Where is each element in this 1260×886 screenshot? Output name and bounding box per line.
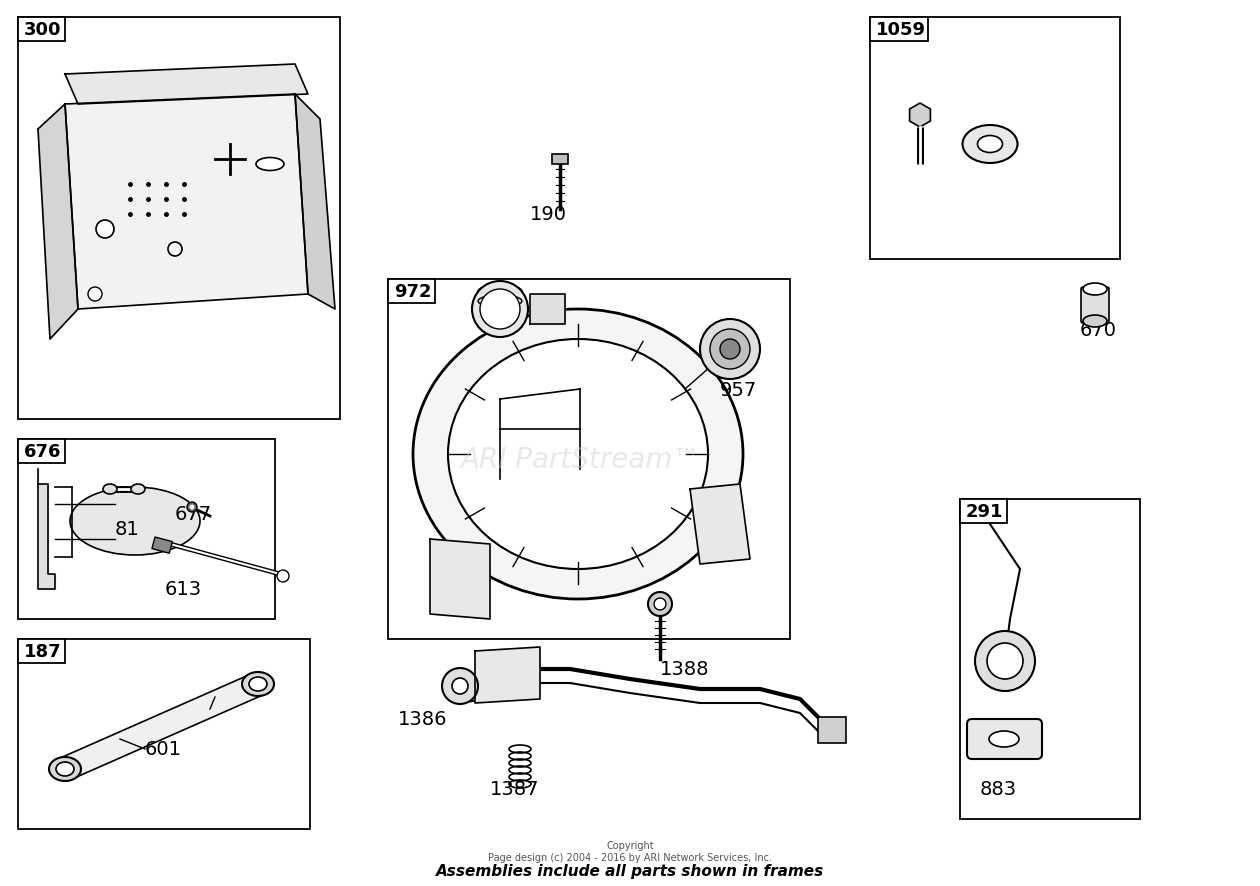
Text: 676: 676	[24, 442, 62, 461]
Polygon shape	[690, 485, 750, 564]
Circle shape	[719, 339, 740, 360]
Polygon shape	[66, 65, 307, 105]
Ellipse shape	[49, 758, 81, 781]
Bar	[552, 155, 568, 165]
Circle shape	[442, 668, 478, 704]
Circle shape	[472, 282, 528, 338]
Bar	[818, 717, 845, 743]
Polygon shape	[530, 295, 564, 324]
Circle shape	[987, 643, 1023, 680]
Text: 1386: 1386	[398, 710, 447, 728]
Text: 190: 190	[530, 206, 567, 224]
Bar	[960, 500, 1140, 819]
Text: 187: 187	[24, 642, 62, 660]
Ellipse shape	[478, 296, 522, 307]
Circle shape	[648, 593, 672, 617]
Circle shape	[480, 290, 520, 330]
Ellipse shape	[413, 309, 743, 599]
Bar	[18, 439, 275, 619]
Ellipse shape	[103, 485, 117, 494]
FancyBboxPatch shape	[966, 719, 1042, 759]
Circle shape	[277, 571, 289, 582]
Bar	[960, 500, 1007, 524]
Ellipse shape	[131, 485, 145, 494]
Polygon shape	[60, 673, 263, 780]
Text: 81: 81	[115, 520, 140, 539]
Text: 1059: 1059	[876, 21, 926, 39]
Circle shape	[88, 288, 102, 301]
Ellipse shape	[963, 126, 1018, 164]
Polygon shape	[66, 95, 307, 309]
Text: 291: 291	[966, 502, 1003, 520]
Bar	[388, 280, 790, 640]
Text: 1388: 1388	[660, 660, 709, 679]
Ellipse shape	[478, 291, 522, 303]
Circle shape	[709, 330, 750, 369]
Ellipse shape	[71, 487, 200, 556]
Text: Assemblies include all parts shown in frames: Assemblies include all parts shown in fr…	[436, 864, 824, 879]
Text: 1387: 1387	[490, 780, 539, 798]
Polygon shape	[295, 95, 335, 309]
Circle shape	[452, 679, 467, 695]
Ellipse shape	[256, 159, 284, 171]
Bar	[869, 18, 929, 42]
Polygon shape	[38, 470, 55, 589]
Bar	[18, 18, 66, 42]
Bar	[18, 640, 310, 829]
Ellipse shape	[55, 762, 74, 776]
Text: Copyright: Copyright	[606, 840, 654, 850]
Ellipse shape	[478, 285, 522, 298]
Circle shape	[168, 243, 181, 257]
Ellipse shape	[249, 677, 267, 691]
Text: 677: 677	[175, 505, 212, 524]
Text: 957: 957	[719, 380, 757, 399]
Ellipse shape	[1084, 284, 1108, 296]
Circle shape	[96, 221, 113, 238]
Bar	[18, 439, 66, 463]
Polygon shape	[475, 648, 541, 703]
Circle shape	[975, 632, 1034, 691]
Circle shape	[189, 505, 194, 510]
Bar	[18, 18, 340, 420]
Bar	[869, 18, 1120, 260]
Text: 883: 883	[980, 780, 1017, 798]
Ellipse shape	[449, 339, 708, 570]
Text: 972: 972	[394, 283, 431, 300]
Text: 613: 613	[165, 579, 202, 599]
Circle shape	[701, 320, 760, 379]
Polygon shape	[38, 105, 78, 339]
Text: 601: 601	[145, 740, 181, 758]
Bar	[18, 640, 66, 664]
Text: 670: 670	[1080, 320, 1118, 339]
Text: Page design (c) 2004 - 2016 by ARI Network Services, Inc.: Page design (c) 2004 - 2016 by ARI Netwo…	[488, 852, 772, 862]
Polygon shape	[430, 540, 490, 619]
Ellipse shape	[1084, 315, 1108, 328]
FancyBboxPatch shape	[1081, 288, 1109, 323]
Ellipse shape	[242, 672, 273, 696]
Text: 300: 300	[24, 21, 62, 39]
Bar	[388, 280, 435, 304]
Text: ARI PartStream™: ARI PartStream™	[460, 446, 701, 473]
Circle shape	[186, 502, 197, 512]
Ellipse shape	[989, 731, 1019, 747]
Ellipse shape	[978, 136, 1003, 153]
Bar	[152, 538, 173, 554]
Circle shape	[654, 598, 667, 610]
